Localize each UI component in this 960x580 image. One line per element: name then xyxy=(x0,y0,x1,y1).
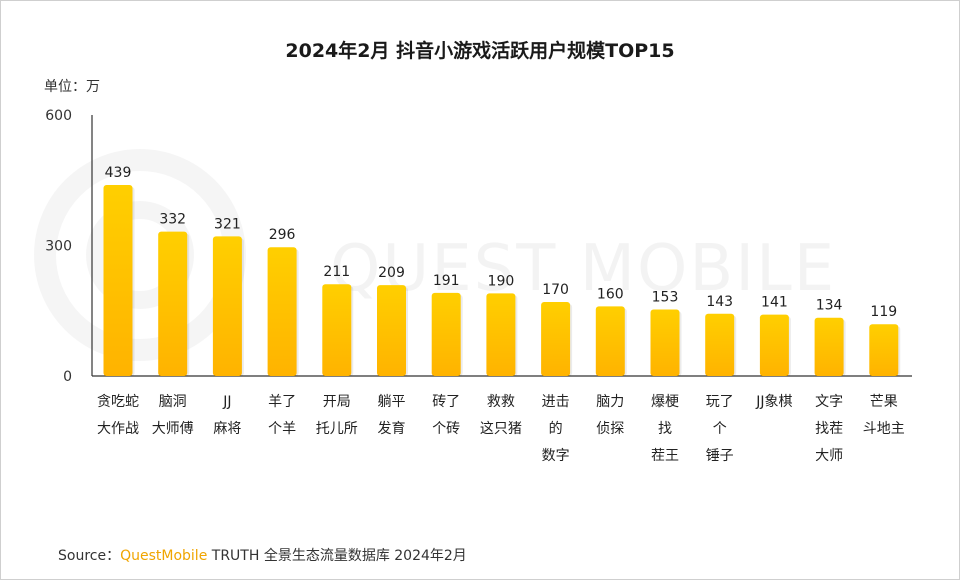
x-tick-label: 爆梗找茬王 xyxy=(651,394,679,464)
bar xyxy=(267,247,297,376)
data-label: 211 xyxy=(323,264,350,280)
x-tick-label-line: 文字 xyxy=(815,394,843,410)
x-tick-label-line: 大师 xyxy=(815,448,843,464)
x-tick-label: 玩了个锤子 xyxy=(706,394,734,464)
unit-label: 单位：万 xyxy=(44,79,100,95)
data-label: 209 xyxy=(378,265,405,281)
x-tick-label-line: 个 xyxy=(713,421,727,437)
y-tick-label: 600 xyxy=(45,108,72,124)
x-tick-label-line: 芒果 xyxy=(870,394,898,410)
x-tick-label-line: 大作战 xyxy=(97,421,139,437)
x-tick-label: JJ象棋 xyxy=(755,394,792,410)
x-tick-label-line: 的 xyxy=(549,421,563,437)
data-label: 119 xyxy=(870,304,897,320)
x-tick-label-line: JJ象棋 xyxy=(755,394,792,410)
x-tick-label-line: 找茬 xyxy=(815,421,843,437)
x-tick-label-line: 躺平 xyxy=(378,394,406,410)
data-label: 141 xyxy=(761,295,788,311)
data-label: 296 xyxy=(269,227,296,243)
bar xyxy=(650,309,680,376)
x-tick-label: JJ 麻将 xyxy=(213,394,241,437)
chart-title: 2024年2月 抖音小游戏活跃用户规模TOP15 xyxy=(285,40,675,62)
x-tick-label-line: 侦探 xyxy=(596,421,624,437)
data-label: 191 xyxy=(433,273,460,289)
bar xyxy=(814,317,844,376)
bar xyxy=(869,324,899,376)
x-tick-label-line: 数字 xyxy=(542,448,570,464)
bar xyxy=(322,284,352,376)
x-tick-label-line: JJ xyxy=(222,394,231,410)
bar xyxy=(377,285,406,376)
x-tick-label: 砖了个砖 xyxy=(432,394,460,437)
data-label: 332 xyxy=(159,212,186,228)
x-tick-label-line: 发育 xyxy=(378,421,406,437)
bar xyxy=(759,314,789,376)
data-label: 160 xyxy=(597,286,624,302)
x-tick-label: 贪吃蛇大作战 xyxy=(97,394,139,437)
y-tick-label: 300 xyxy=(45,239,72,255)
x-tick-label-line: 麻将 xyxy=(213,421,241,437)
x-tick-label-line: 这只猪 xyxy=(480,420,522,437)
x-tick-label-line: 托儿所 xyxy=(316,421,358,437)
x-tick-label-line: 斗地主 xyxy=(863,421,905,437)
x-tick-label-line: 个砖 xyxy=(432,421,460,437)
x-tick-label-line: 救救 xyxy=(487,394,515,410)
data-label: 190 xyxy=(488,273,515,289)
x-tick-label-line: 大师傅 xyxy=(152,421,194,437)
x-tick-label-line: 找 xyxy=(658,421,672,437)
data-label: 153 xyxy=(652,289,679,305)
x-tick-label: 开局托儿所 xyxy=(316,394,358,437)
bar xyxy=(486,293,516,376)
bar xyxy=(705,313,735,376)
data-label: 321 xyxy=(214,216,241,232)
x-tick-label-line: 开局 xyxy=(323,394,351,410)
x-tick-label: 脑力侦探 xyxy=(596,394,624,437)
data-label: 134 xyxy=(816,298,843,314)
x-tick-label: 进击的数字 xyxy=(542,394,570,464)
bar xyxy=(158,231,188,376)
x-tick-label: 救救这只猪 xyxy=(480,394,522,437)
bar xyxy=(103,185,133,376)
x-tick-label-line: 进击 xyxy=(542,394,570,410)
x-tick-label: 脑洞大师傅 xyxy=(152,394,194,437)
x-tick-label: 文字找茬大师 xyxy=(815,394,843,464)
source-brand: QuestMobile xyxy=(120,548,208,564)
x-tick-label-line: 锤子 xyxy=(706,448,734,464)
x-tick-label-line: 脑力 xyxy=(596,394,624,410)
data-label: 170 xyxy=(542,282,569,298)
data-label: 439 xyxy=(105,165,132,181)
x-tick-label-line: 贪吃蛇 xyxy=(97,394,139,410)
source-line: Source：QuestMobile TRUTH 全景生态流量数据库 2024年… xyxy=(58,545,467,565)
bar xyxy=(541,302,571,376)
watermark-text: QUEST MOBILE xyxy=(330,232,836,306)
x-tick-label-line: 砖了 xyxy=(432,394,460,410)
x-tick-label: 躺平发育 xyxy=(378,394,406,437)
x-tick-label-line: 羊了 xyxy=(268,394,296,410)
source-text: TRUTH 全景生态流量数据库 2024年2月 xyxy=(207,548,467,564)
x-tick-label: 羊了个羊 xyxy=(268,394,296,437)
bar xyxy=(212,236,242,376)
x-tick-label-line: 爆梗 xyxy=(651,394,679,410)
bar xyxy=(431,292,461,376)
x-tick-label: 芒果斗地主 xyxy=(863,394,905,437)
source-prefix: Source： xyxy=(58,548,121,564)
data-label: 143 xyxy=(706,294,733,310)
x-tick-label-line: 个羊 xyxy=(268,421,296,437)
x-tick-label-line: 脑洞 xyxy=(159,394,187,410)
x-tick-label-line: 玩了 xyxy=(706,394,734,410)
bar xyxy=(595,306,625,376)
x-tick-label-line: 茬王 xyxy=(651,448,679,464)
y-tick-label: 0 xyxy=(63,369,72,385)
